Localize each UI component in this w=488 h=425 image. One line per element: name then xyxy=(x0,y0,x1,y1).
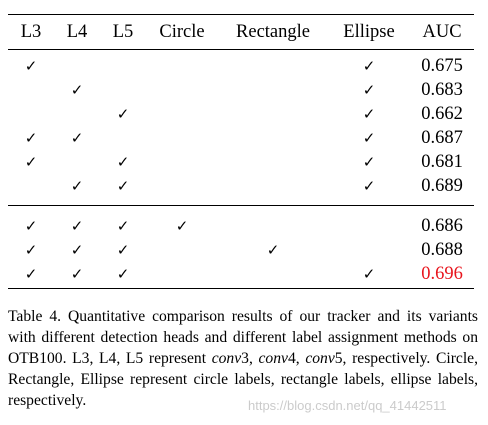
empty-cell xyxy=(100,50,146,79)
table-row: ✓ ✓ 0.683 xyxy=(8,78,474,102)
table-row: ✓ ✓ 0.662 xyxy=(8,102,474,126)
check-icon: ✓ xyxy=(70,240,84,259)
caption-conv5: conv xyxy=(305,350,335,367)
check-icon: ✓ xyxy=(24,56,38,75)
empty-cell xyxy=(146,174,218,206)
check-icon: ✓ xyxy=(54,205,100,238)
empty-cell xyxy=(100,126,146,150)
empty-cell xyxy=(8,78,54,102)
empty-cell xyxy=(54,50,100,79)
check-icon: ✓ xyxy=(100,205,146,238)
check-icon: ✓ xyxy=(70,176,84,195)
check-icon: ✓ xyxy=(24,152,38,171)
empty-cell xyxy=(218,78,328,102)
empty-cell xyxy=(218,262,328,286)
table-row: ✓ ✓ ✓ ✓ 0.688 xyxy=(8,238,474,262)
empty-cell xyxy=(328,205,410,238)
auc-value: 0.681 xyxy=(421,151,463,172)
caption-text-2: 5, respectively. Circle, Rectangle, Elli… xyxy=(8,350,478,409)
table-top-rule xyxy=(8,14,474,15)
empty-cell xyxy=(54,150,100,174)
auc-value: 0.688 xyxy=(421,239,463,260)
empty-cell xyxy=(218,126,328,150)
caption-conv3: conv xyxy=(211,350,242,367)
auc-value: 0.686 xyxy=(410,205,474,238)
table-row: ✓ ✓ ✓ ✓ 0.686 xyxy=(8,205,474,238)
caption-conv4-num: 4, xyxy=(287,350,306,367)
check-icon: ✓ xyxy=(70,80,84,99)
column-header-auc: AUC xyxy=(410,15,474,50)
empty-cell xyxy=(100,78,146,102)
auc-value: 0.687 xyxy=(421,127,463,148)
empty-cell xyxy=(146,78,218,102)
check-icon: ✓ xyxy=(362,56,376,75)
column-header-l4: L4 xyxy=(54,15,100,50)
table-row: ✓ ✓ 0.675 xyxy=(8,50,474,79)
check-icon: ✓ xyxy=(266,240,280,259)
table-header-row: L3 L4 L5 Circle Rectangle Ellipse AUC xyxy=(8,15,474,50)
empty-cell xyxy=(328,238,410,262)
empty-cell xyxy=(146,150,218,174)
empty-cell xyxy=(218,205,328,238)
check-icon: ✓ xyxy=(362,128,376,147)
auc-value: 0.675 xyxy=(421,55,463,76)
watermark: https://blog.csdn.net/qq_41442511 xyxy=(248,398,447,413)
check-icon: ✓ xyxy=(362,264,376,283)
caption-conv3-num: 3, xyxy=(241,350,259,367)
check-icon: ✓ xyxy=(362,104,376,123)
empty-cell xyxy=(146,262,218,286)
table-row: ✓ ✓ ✓ 0.689 xyxy=(8,174,474,206)
column-header-ellipse: Ellipse xyxy=(328,15,410,50)
check-icon: ✓ xyxy=(116,176,130,195)
empty-cell xyxy=(146,102,218,126)
table-caption: Table 4. Quantitative comparison results… xyxy=(8,306,478,411)
empty-cell xyxy=(218,50,328,79)
empty-cell xyxy=(146,50,218,79)
empty-cell xyxy=(218,174,328,206)
check-icon: ✓ xyxy=(70,128,84,147)
check-icon: ✓ xyxy=(116,264,130,283)
check-icon: ✓ xyxy=(116,104,130,123)
ablation-table: L3 L4 L5 Circle Rectangle Ellipse AUC ✓ ✓ 0.675 ✓… xyxy=(8,15,474,286)
table-row: ✓ ✓ ✓ ✓ 0.696 xyxy=(8,262,474,286)
check-icon: ✓ xyxy=(8,205,54,238)
table-bottom-rule xyxy=(8,288,474,289)
empty-cell xyxy=(8,102,54,126)
column-header-l5: L5 xyxy=(100,15,146,50)
check-icon: ✓ xyxy=(362,80,376,99)
auc-value: 0.696 xyxy=(421,263,463,284)
check-icon: ✓ xyxy=(116,152,130,171)
check-icon: ✓ xyxy=(70,264,84,283)
check-icon: ✓ xyxy=(24,240,38,259)
empty-cell xyxy=(8,174,54,206)
table-row: ✓ ✓ ✓ 0.687 xyxy=(8,126,474,150)
empty-cell xyxy=(146,238,218,262)
column-header-l3: L3 xyxy=(8,15,54,50)
column-header-circle: Circle xyxy=(146,15,218,50)
table-row: ✓ ✓ ✓ 0.681 xyxy=(8,150,474,174)
check-icon: ✓ xyxy=(146,205,218,238)
auc-value: 0.683 xyxy=(421,79,463,100)
check-icon: ✓ xyxy=(362,152,376,171)
empty-cell xyxy=(54,102,100,126)
check-icon: ✓ xyxy=(362,176,376,195)
column-header-rectangle: Rectangle xyxy=(218,15,328,50)
auc-value: 0.689 xyxy=(421,175,463,196)
empty-cell xyxy=(218,150,328,174)
check-icon: ✓ xyxy=(24,264,38,283)
empty-cell xyxy=(218,102,328,126)
caption-conv4: conv xyxy=(258,350,288,367)
caption-text-1: Table 4. Quantitative comparison results… xyxy=(8,308,478,367)
check-icon: ✓ xyxy=(116,240,130,259)
check-icon: ✓ xyxy=(24,128,38,147)
auc-value: 0.662 xyxy=(421,103,463,124)
empty-cell xyxy=(146,126,218,150)
